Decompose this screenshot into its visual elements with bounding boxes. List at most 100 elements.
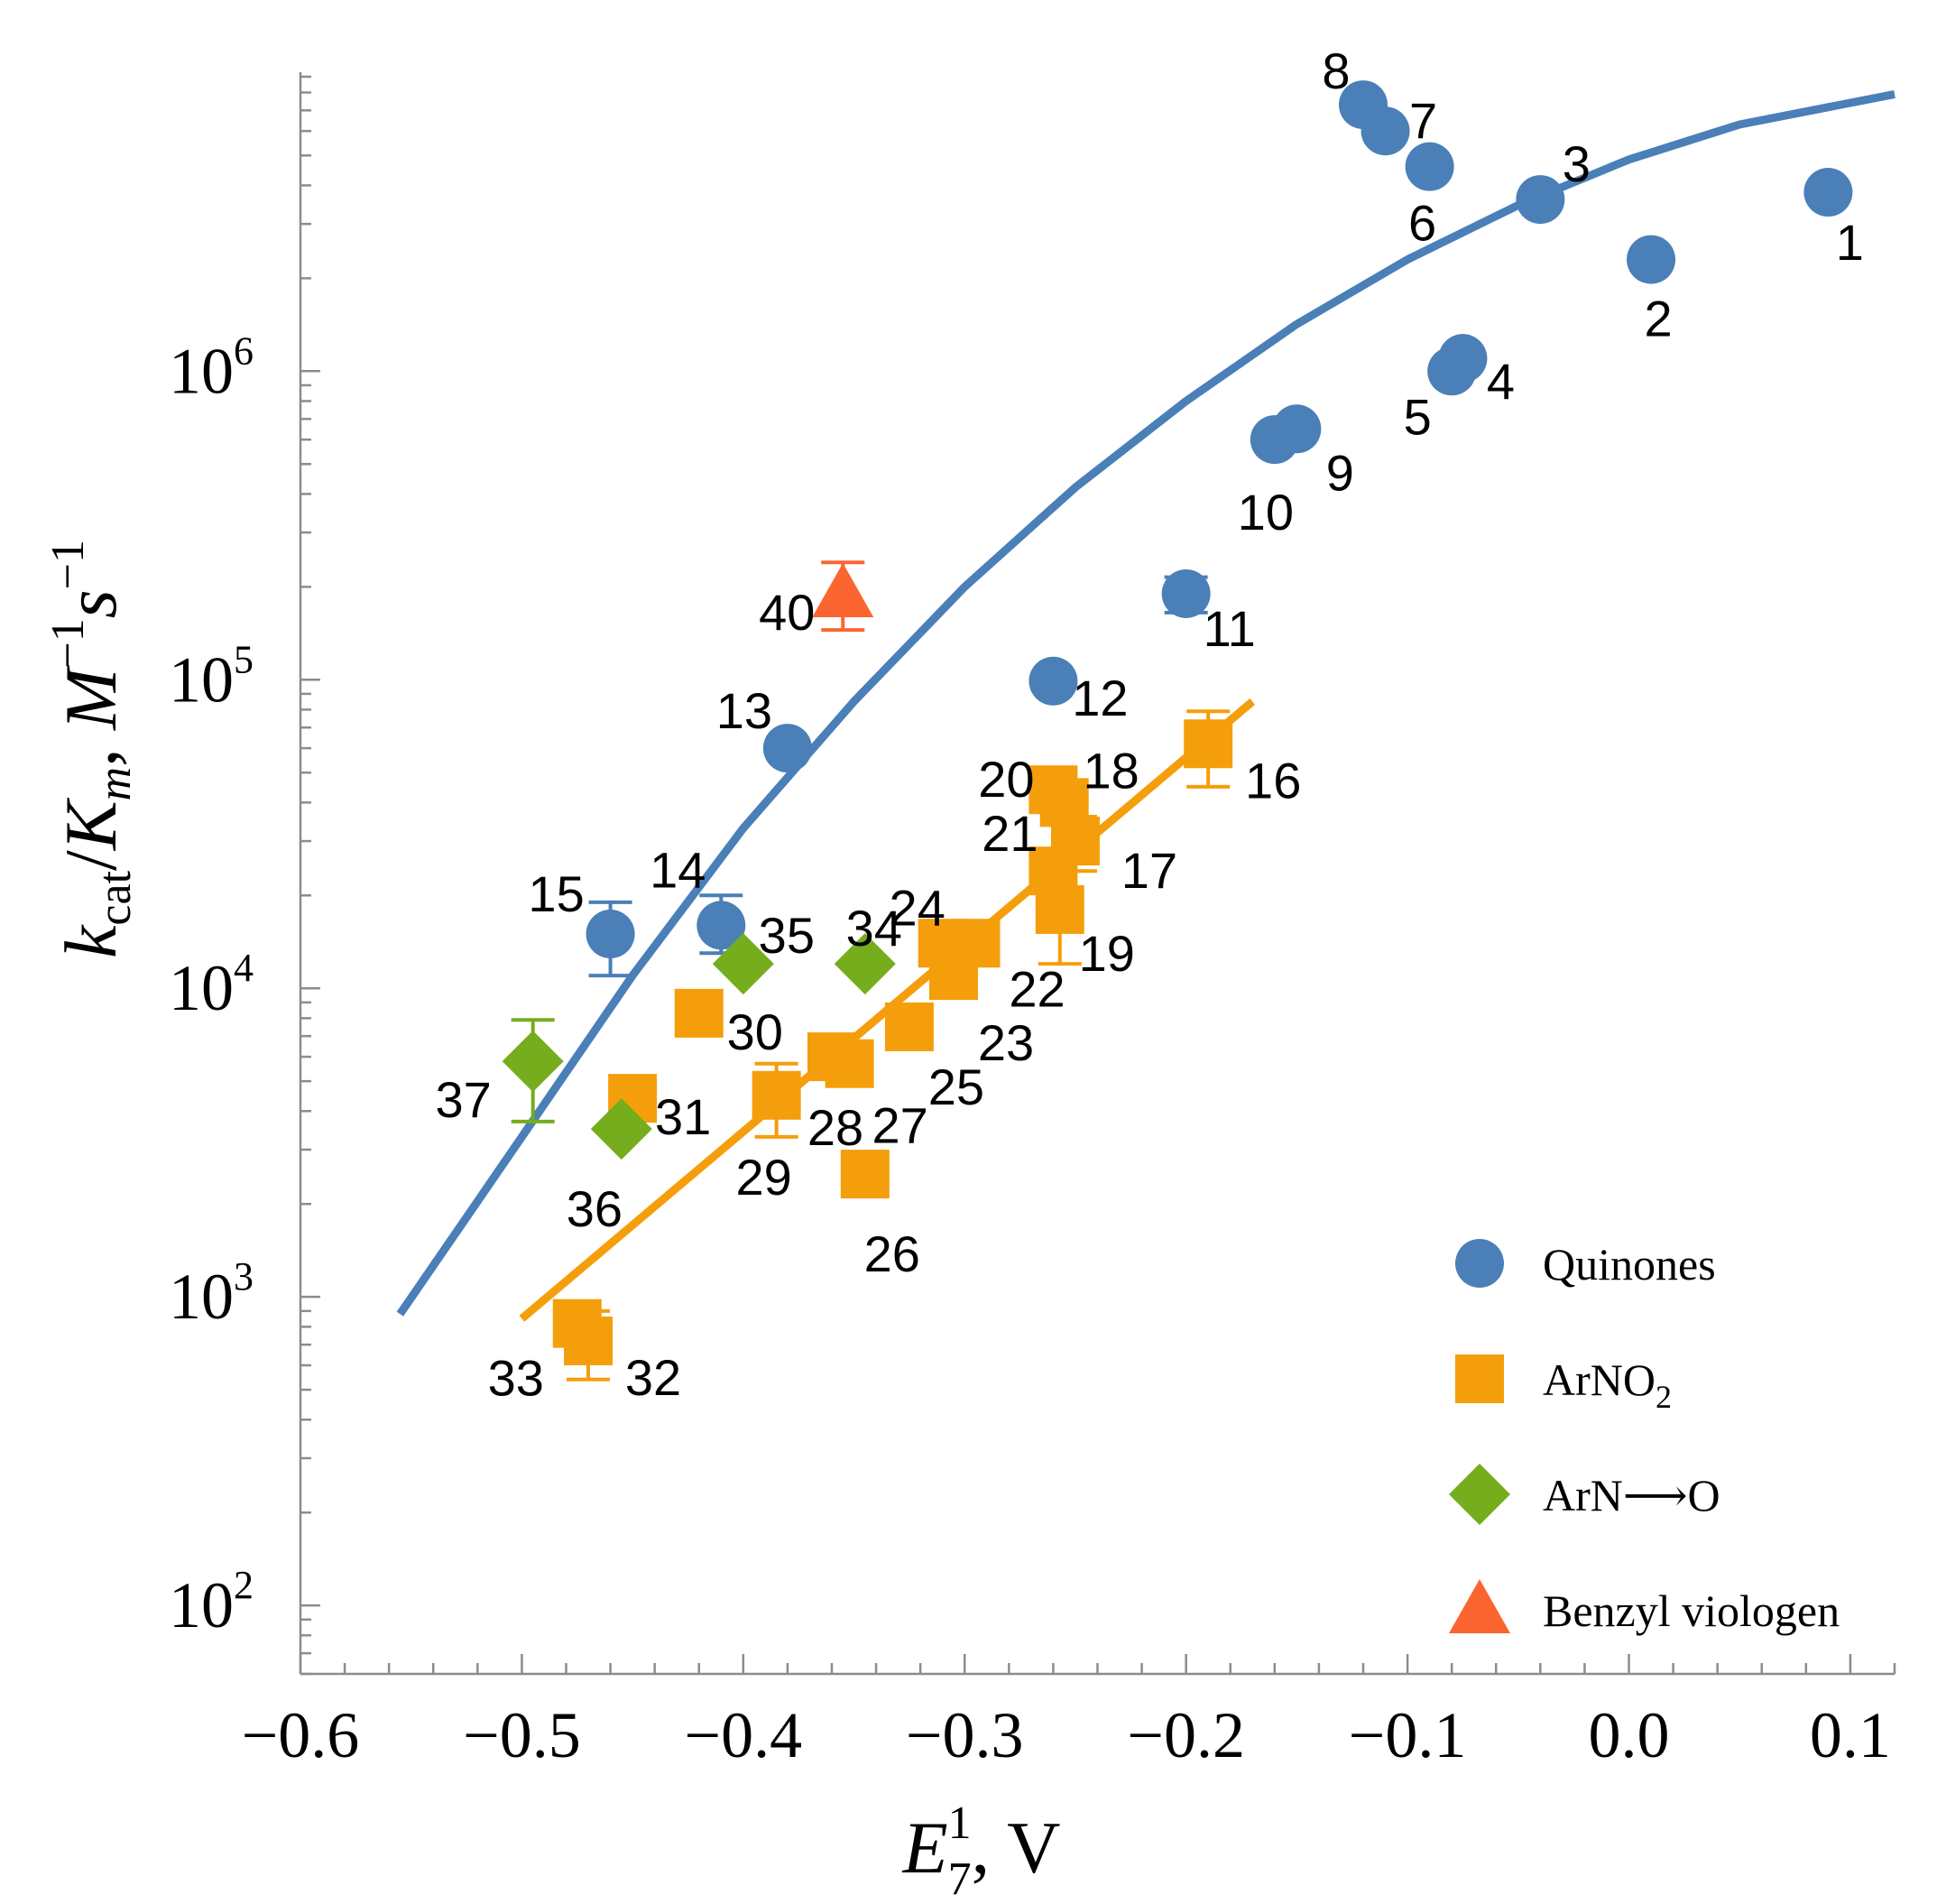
x-axis-title: E1 7, V	[902, 1798, 1061, 1904]
point-label-36: 36	[567, 1180, 623, 1237]
point-label-11: 11	[1204, 600, 1256, 657]
point-label-31: 31	[655, 1088, 711, 1145]
point-label-6: 6	[1408, 195, 1436, 252]
x-axis-title-sub: 7	[948, 1853, 972, 1904]
point-12	[1028, 656, 1078, 706]
point-40	[812, 562, 874, 617]
legend-label: ArNO2	[1543, 1354, 1672, 1415]
y-axis-title-slash: /	[50, 850, 132, 871]
x-tick-label: −0.4	[685, 1699, 803, 1771]
point-25	[884, 1002, 934, 1051]
point-label-27: 27	[872, 1097, 927, 1154]
point-37	[502, 1031, 564, 1093]
y-tick-label: 106	[169, 328, 254, 407]
x-tick-label: 0.1	[1810, 1699, 1891, 1771]
point-8	[1339, 80, 1388, 130]
point-label-30: 30	[727, 1003, 783, 1060]
point-label-34: 34	[846, 900, 902, 957]
y-tick-label: 103	[169, 1254, 254, 1333]
x-tick-label: 0.0	[1589, 1699, 1670, 1771]
point-26	[840, 1150, 890, 1199]
point-label-14: 14	[650, 841, 706, 898]
point-label-26: 26	[864, 1225, 920, 1282]
point-label-7: 7	[1409, 92, 1437, 149]
point-label-33: 33	[488, 1350, 544, 1407]
axes: −0.6 −0.5 −0.4 −0.3 −0.2 −0.1 0.0 0.11021031041…	[169, 72, 1896, 1771]
point-label-28: 28	[807, 1099, 863, 1156]
x-tick-label: −0.6	[242, 1699, 360, 1771]
point-label-8: 8	[1322, 42, 1350, 99]
point-10	[1250, 415, 1299, 465]
y-tick-label: 105	[169, 637, 254, 716]
y-axis-title-s: s	[50, 589, 132, 618]
point-24	[918, 919, 967, 968]
point-30	[674, 988, 724, 1038]
point-label-9: 9	[1326, 444, 1354, 501]
point-36	[590, 1098, 652, 1160]
point-label-10: 10	[1238, 484, 1294, 541]
legend-label: ArN⟶O	[1543, 1470, 1720, 1520]
point-label-32: 32	[625, 1349, 681, 1406]
point-label-13: 13	[716, 682, 772, 739]
point-13	[762, 724, 812, 773]
point-label-15: 15	[528, 865, 584, 922]
data-points	[502, 80, 1853, 1365]
point-1	[1803, 168, 1853, 217]
point-label-21: 21	[982, 805, 1038, 862]
point-label-19: 19	[1079, 925, 1135, 982]
point-6	[1405, 142, 1454, 191]
x-tick-label: −0.5	[463, 1699, 581, 1771]
y-tick-label: 104	[169, 946, 254, 1024]
y-axis-title-exp2: −1	[42, 540, 94, 589]
point-label-35: 35	[759, 907, 815, 964]
point-label-4: 4	[1487, 353, 1515, 410]
point-label-16: 16	[1245, 752, 1301, 809]
y-axis-title-m: m	[89, 767, 141, 801]
point-label-2: 2	[1644, 291, 1672, 347]
point-label-1: 1	[1836, 214, 1864, 271]
legend-marker-triangle	[1449, 1579, 1510, 1633]
x-tick-label: −0.3	[906, 1699, 1024, 1771]
point-16	[1184, 719, 1233, 769]
point-3	[1516, 175, 1565, 225]
point-5	[1427, 347, 1477, 396]
point-21	[1028, 846, 1078, 896]
point-2	[1627, 235, 1676, 284]
point-28	[807, 1032, 856, 1082]
x-tick-label: −0.1	[1349, 1699, 1467, 1771]
point-label-17: 17	[1121, 842, 1177, 899]
y-axis-title-cat: cat	[89, 870, 141, 925]
x-axis-title-sup: 1	[948, 1798, 972, 1849]
point-labels: 1234567891011121314151617181920212223242…	[436, 42, 1864, 1407]
point-label-29: 29	[735, 1149, 791, 1206]
point-label-40: 40	[759, 584, 815, 641]
point-label-25: 25	[928, 1058, 984, 1115]
legend-marker-circle	[1455, 1239, 1504, 1288]
x-tick-label: −0.2	[1127, 1699, 1245, 1771]
point-29	[752, 1070, 801, 1120]
point-label-22: 22	[1009, 960, 1065, 1017]
legend: Quinones ArNO2 ArN⟶O Benzyl viologen	[1449, 1239, 1840, 1636]
point-15	[586, 910, 635, 959]
y-axis-title: kcat/Km, M−1s−1	[42, 540, 141, 958]
y-axis-title-comma: ,	[50, 730, 132, 767]
x-axis-title-unit: , V	[972, 1807, 1061, 1889]
point-label-20: 20	[978, 751, 1034, 808]
point-34	[834, 933, 896, 995]
y-axis-title-M: M	[50, 664, 132, 731]
point-35	[712, 933, 774, 995]
y-axis-title-exp1: −1	[42, 618, 94, 668]
legend-marker-diamond	[1449, 1464, 1510, 1525]
x-axis-title-var: E	[902, 1807, 948, 1889]
point-label-12: 12	[1072, 670, 1128, 726]
point-label-3: 3	[1563, 135, 1591, 192]
y-tick-label: 102	[169, 1563, 254, 1641]
point-14	[696, 901, 746, 950]
point-label-37: 37	[436, 1071, 492, 1128]
fit-line-quinones	[396, 89, 1895, 1317]
point-11	[1161, 568, 1211, 618]
legend-marker-square	[1455, 1354, 1504, 1403]
point-20	[1028, 765, 1078, 815]
point-label-18: 18	[1084, 742, 1139, 799]
